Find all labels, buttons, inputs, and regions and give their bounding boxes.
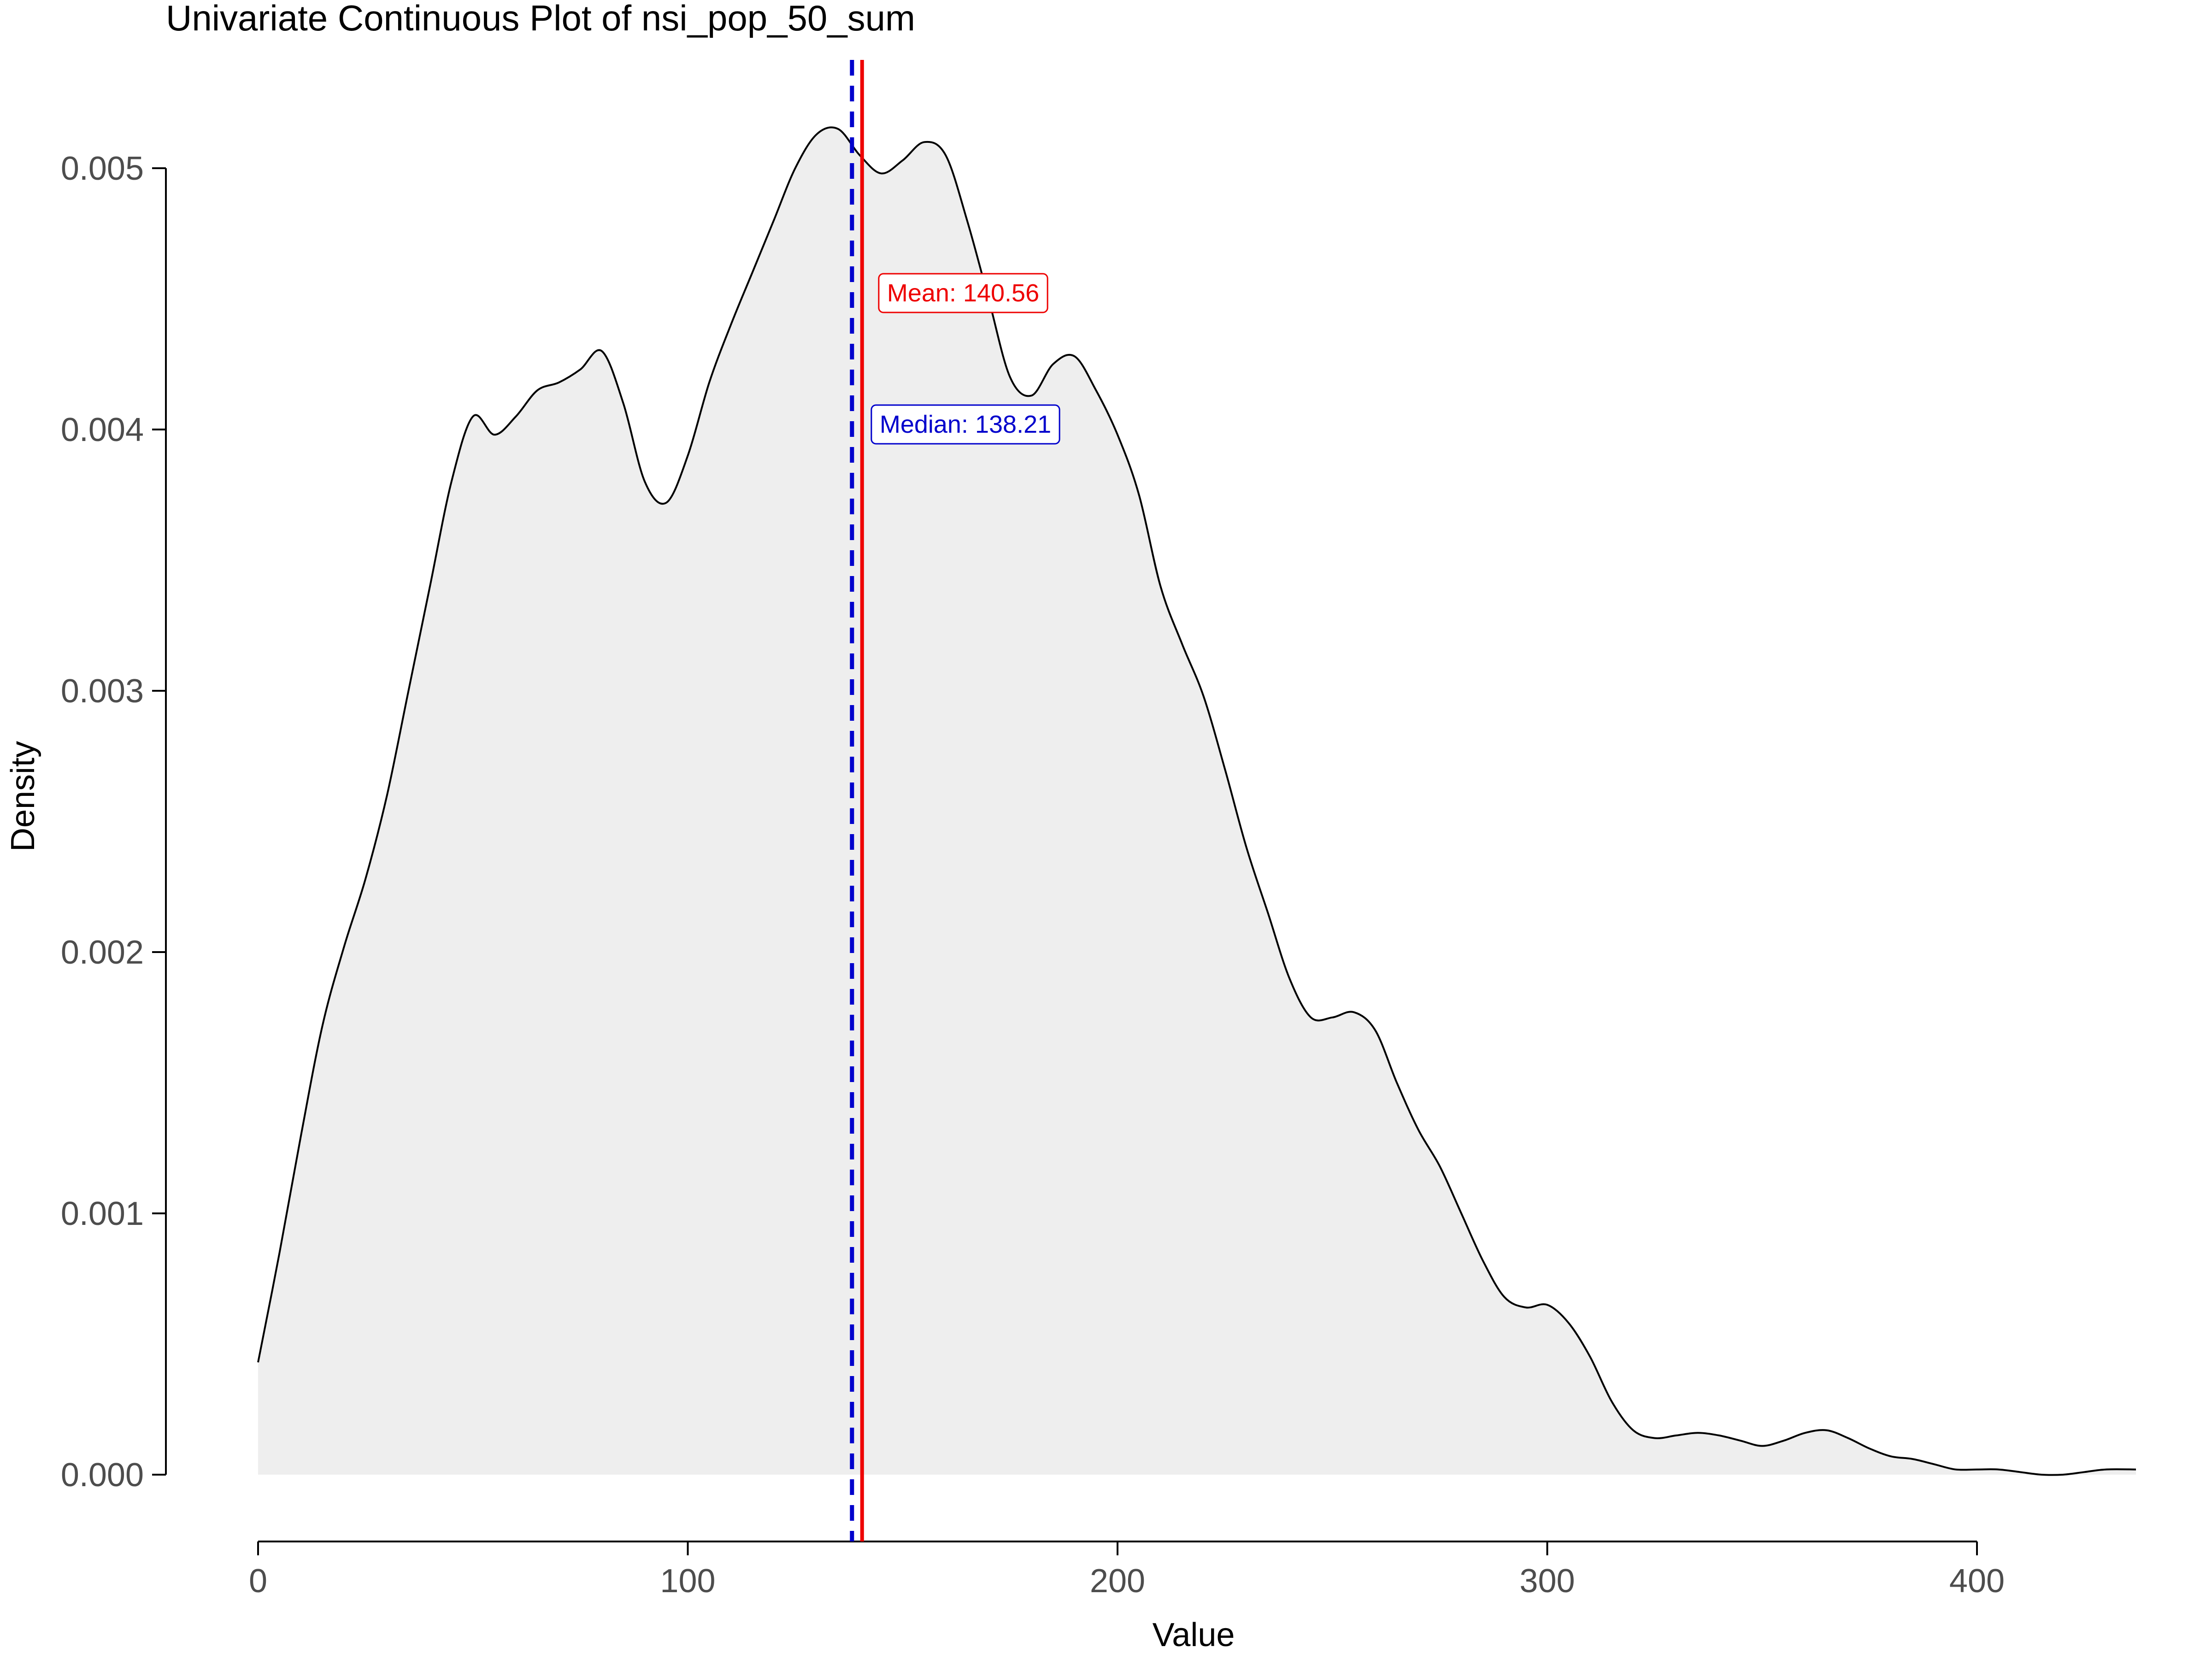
mean-label: Mean: 140.56 (878, 273, 1048, 313)
x-tick-label: 200 (1090, 1563, 1145, 1600)
x-tick-label: 400 (1949, 1563, 2005, 1600)
y-axis-title: Density (5, 741, 41, 852)
median-label-box (871, 404, 1060, 445)
x-tick-label: 300 (1519, 1563, 1575, 1600)
mean-label-text: Mean: 140.56 (887, 279, 1039, 307)
density-curve (257, 126, 2136, 1476)
plot-area: 0.000 0.001 0.002 0.003 0.004 0.005 0 100 200 300… (61, 60, 2136, 1600)
x-tick-label: 100 (660, 1563, 715, 1600)
chart-title: Univariate Continuous Plot of nsi_pop_50… (166, 0, 915, 38)
y-tick-label: 0.000 (61, 1457, 144, 1494)
y-tick-label: 0.001 (61, 1195, 144, 1232)
y-tick-label: 0.003 (61, 673, 144, 710)
y-tick-label: 0.004 (61, 412, 144, 448)
median-label-text: Median: 138.21 (880, 411, 1051, 438)
x-axis-title: Value (1153, 1617, 1235, 1653)
y-tick-label: 0.002 (61, 934, 144, 971)
x-tick-label: 0 (249, 1563, 267, 1600)
mean-label-box (878, 273, 1048, 313)
y-tick-label: 0.005 (61, 150, 144, 187)
median-label: Median: 138.21 (871, 404, 1060, 445)
density-area (258, 127, 2136, 1475)
